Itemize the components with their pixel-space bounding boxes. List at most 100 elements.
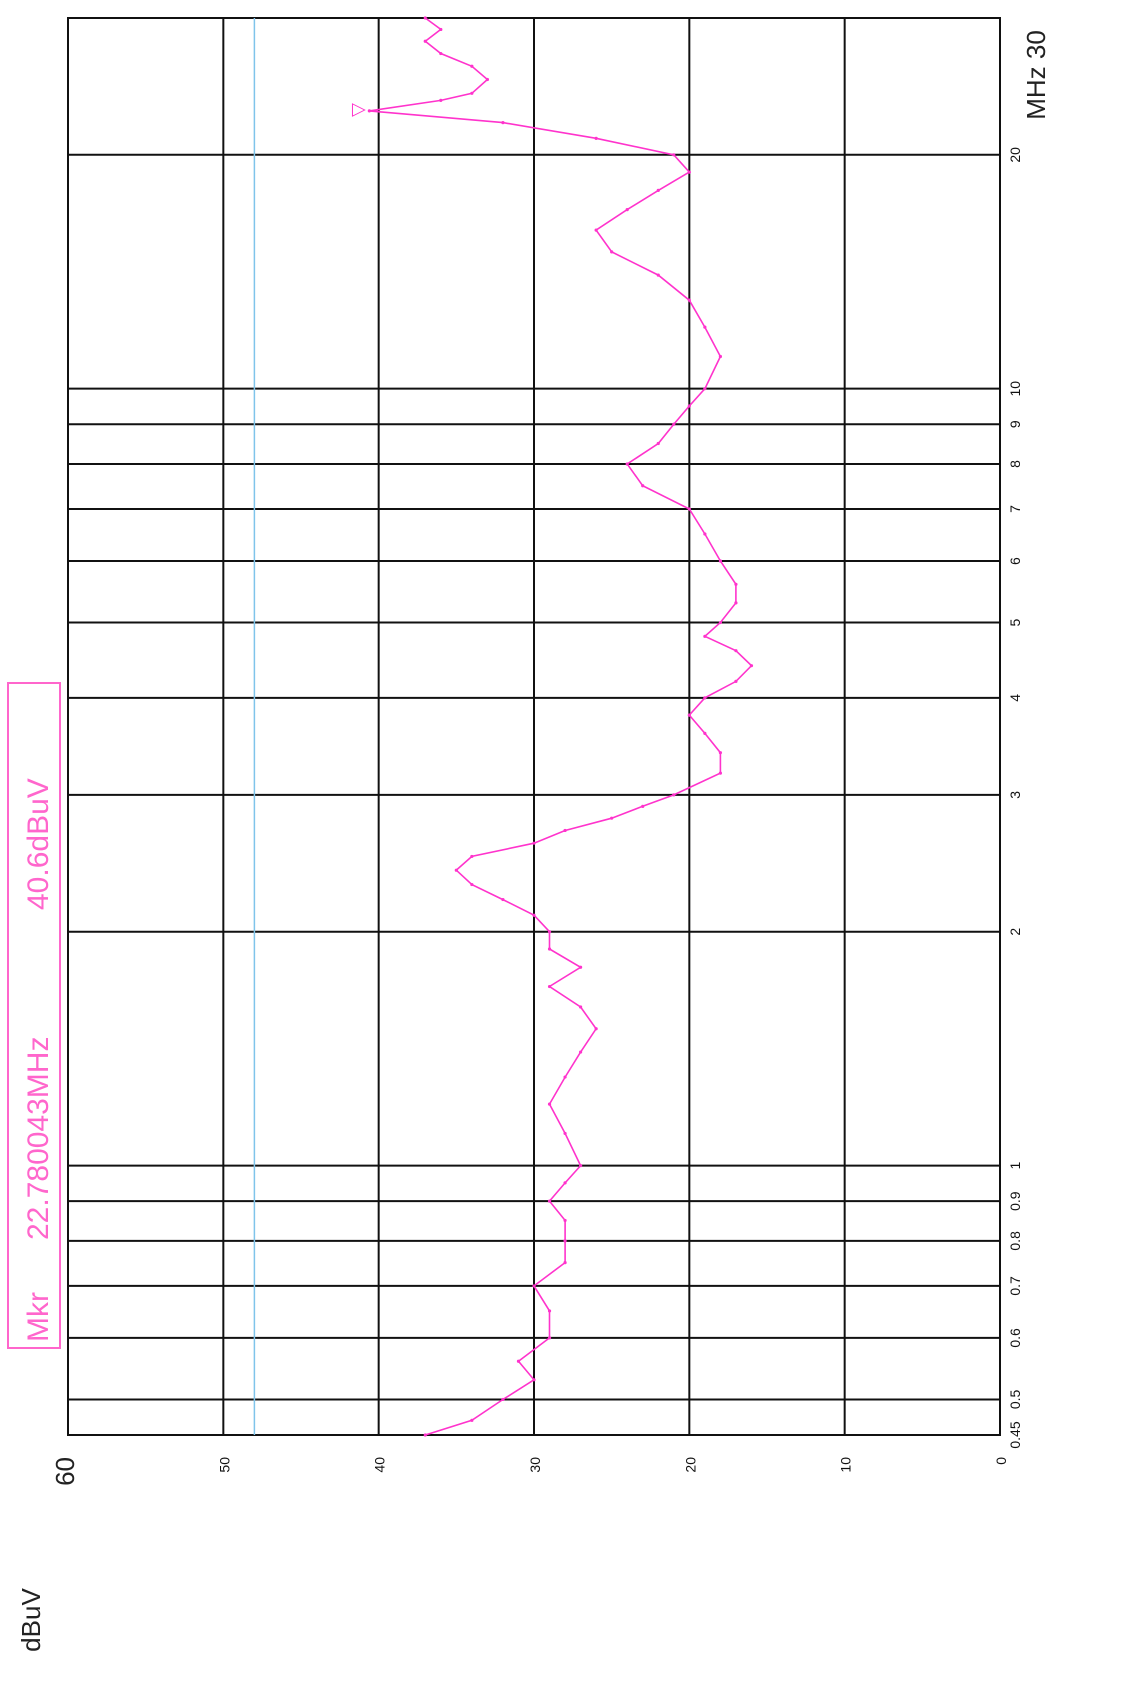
data-point [610,250,614,254]
data-point [579,1005,583,1009]
data-point [532,913,536,917]
series-layer [367,16,754,1437]
data-point [625,208,629,212]
data-point [734,601,738,605]
data-point [516,1359,521,1363]
data-point [610,816,614,820]
data-point [547,930,552,934]
x-tick-label: 20 [1007,147,1023,163]
x-tick-label: 0.45 [1007,1421,1023,1448]
x-tick-label: 0.7 [1007,1276,1023,1296]
data-point [718,751,723,755]
x-tick-label: 0.5 [1007,1390,1023,1410]
data-point [470,91,474,95]
data-point [687,404,691,408]
x-tick-label: 0.9 [1007,1191,1023,1211]
data-point [563,1131,567,1136]
grid [67,17,1001,1436]
data-point [703,731,707,735]
data-point [656,273,660,277]
data-point [703,325,707,329]
data-point [734,649,738,653]
data-point [594,228,598,232]
data-point [439,98,443,102]
data-point [563,1218,567,1223]
data-point [501,121,505,125]
data-point [656,441,660,446]
x-tick-label: 8 [1007,460,1023,468]
data-point [423,1433,427,1437]
data-point [532,1284,536,1288]
data-point [547,1336,552,1340]
x-tick-label: 5 [1007,618,1023,626]
x-tick-label: 9 [1007,420,1023,428]
y-tick-label: 50 [216,1457,232,1473]
data-point [687,170,691,174]
data-point [718,559,723,563]
y-tick-label: 0 [993,1457,1009,1465]
marker-symbol: ▽ [347,103,368,117]
y-tick-label: 60 [50,1457,80,1486]
data-point [718,354,723,359]
data-point [594,136,598,140]
axis-units: MHz 30 dBuV [16,30,1051,1652]
data-point [470,64,474,68]
y-axis-unit-label: dBuV [16,1588,46,1652]
data-point [367,109,371,113]
x-tick-label: 10 [1007,381,1023,397]
marker-annotation: Mkr 22.780043MHz 40.6dBuV ▽ [7,103,368,1349]
data-point [563,828,567,833]
data-point [501,1397,505,1402]
data-point [470,1418,474,1422]
data-point [734,582,738,586]
data-point [439,27,443,32]
data-point [532,1378,536,1382]
data-point [532,841,536,845]
x-tick-label: 0.6 [1007,1328,1023,1348]
data-point [547,1199,552,1203]
data-point [641,804,645,808]
marker-level: 40.6dBuV [22,778,55,910]
y-tick-label: 20 [682,1457,698,1473]
data-point [625,462,629,466]
data-point [547,1309,552,1313]
data-point [579,965,583,969]
data-point [547,1102,552,1106]
marker-label: Mkr [22,1292,55,1342]
marker-box [7,682,61,1349]
data-point [563,1075,567,1079]
data-point [749,664,754,668]
data-point [672,153,676,157]
data-point [703,532,707,536]
data-point [547,947,552,951]
data-point [641,484,645,488]
data-point [687,713,691,717]
x-axis-unit-label: MHz 30 [1021,30,1051,120]
data-point [687,298,691,302]
data-point [734,679,738,683]
data-point [563,1239,567,1243]
x-tick-labels: 0.45 0.5 0.6 0.7 0.8 0.9 1 2 3 4 5 6 7 8 9 10 20 [1007,147,1023,1449]
x-tick-label: 1 [1007,1161,1023,1169]
data-point [579,1050,583,1054]
x-tick-label: 3 [1007,791,1023,799]
data-point [672,422,676,426]
y-tick-labels: 0 10 20 30 40 50 60 [50,1457,1009,1486]
y-tick-label: 30 [527,1457,543,1473]
x-tick-label: 2 [1007,928,1023,936]
data-point [672,793,676,797]
data-point [563,1261,567,1265]
data-point [703,696,707,700]
marker-frequency: 22.780043MHz [22,1037,55,1240]
data-point [594,1027,598,1031]
data-point [547,984,552,989]
data-point [718,771,723,775]
series-trace [369,17,753,1436]
data-point [501,897,505,902]
x-tick-label: 0.8 [1007,1231,1023,1251]
x-tick-label: 4 [1007,694,1023,702]
data-point [485,77,489,82]
x-tick-label: 7 [1007,505,1023,513]
y-tick-label: 40 [372,1457,388,1473]
